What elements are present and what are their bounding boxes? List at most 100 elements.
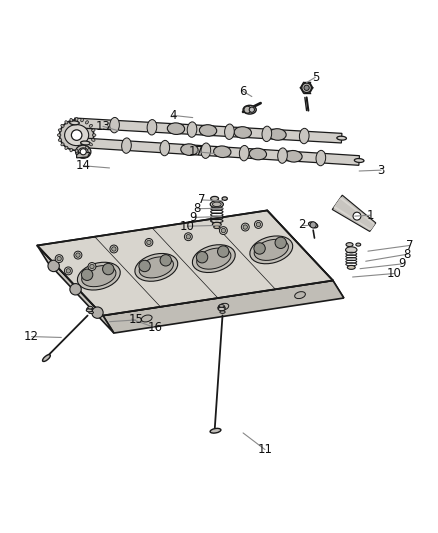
Ellipse shape (308, 222, 318, 228)
Text: 9: 9 (189, 211, 197, 224)
Text: 10: 10 (180, 220, 195, 233)
Ellipse shape (219, 304, 224, 307)
Polygon shape (77, 152, 90, 158)
Ellipse shape (70, 121, 79, 125)
Ellipse shape (89, 143, 92, 146)
Ellipse shape (81, 118, 83, 122)
Circle shape (64, 267, 72, 275)
Ellipse shape (58, 139, 62, 141)
Ellipse shape (197, 248, 231, 269)
Ellipse shape (147, 119, 157, 135)
Ellipse shape (243, 106, 256, 114)
Circle shape (90, 264, 94, 269)
Ellipse shape (218, 303, 229, 310)
Text: 15: 15 (128, 313, 143, 326)
Ellipse shape (250, 236, 293, 264)
Circle shape (70, 284, 81, 295)
Circle shape (254, 243, 265, 254)
Ellipse shape (139, 257, 173, 278)
Ellipse shape (201, 143, 211, 158)
Circle shape (244, 106, 251, 113)
Ellipse shape (211, 197, 219, 201)
Ellipse shape (262, 126, 272, 142)
Circle shape (219, 227, 227, 235)
Circle shape (110, 245, 118, 253)
Circle shape (71, 130, 82, 140)
Ellipse shape (192, 245, 235, 272)
Ellipse shape (87, 308, 93, 311)
Text: 5: 5 (312, 71, 319, 84)
Ellipse shape (222, 197, 227, 200)
Circle shape (102, 263, 114, 275)
Polygon shape (267, 211, 344, 298)
Ellipse shape (302, 83, 311, 93)
Text: 1: 1 (366, 209, 374, 222)
Circle shape (76, 253, 80, 257)
Circle shape (310, 222, 316, 228)
Ellipse shape (58, 129, 62, 132)
Ellipse shape (75, 118, 78, 121)
Circle shape (184, 233, 192, 241)
Ellipse shape (81, 148, 83, 152)
Ellipse shape (356, 243, 361, 246)
Ellipse shape (42, 354, 50, 361)
Ellipse shape (212, 202, 221, 206)
Ellipse shape (75, 145, 91, 158)
Ellipse shape (210, 201, 223, 208)
Ellipse shape (269, 128, 286, 140)
Ellipse shape (346, 243, 353, 247)
Ellipse shape (61, 124, 64, 127)
Ellipse shape (122, 138, 131, 154)
Text: 10: 10 (387, 267, 402, 280)
Polygon shape (335, 199, 374, 229)
Text: 8: 8 (194, 202, 201, 215)
Ellipse shape (88, 311, 94, 313)
Ellipse shape (65, 121, 68, 124)
Ellipse shape (285, 150, 302, 162)
Ellipse shape (212, 222, 221, 227)
Circle shape (196, 252, 208, 263)
Text: 2: 2 (298, 219, 306, 231)
Circle shape (55, 255, 63, 263)
Text: 3: 3 (378, 164, 385, 176)
Text: 9: 9 (398, 257, 406, 270)
Ellipse shape (78, 262, 120, 290)
Circle shape (254, 221, 262, 229)
Ellipse shape (82, 265, 116, 287)
Ellipse shape (234, 127, 251, 138)
Ellipse shape (60, 120, 94, 150)
Text: 11: 11 (258, 443, 272, 456)
Circle shape (160, 255, 171, 266)
Ellipse shape (70, 118, 73, 122)
Ellipse shape (225, 124, 234, 140)
Ellipse shape (65, 146, 68, 149)
Ellipse shape (78, 148, 88, 156)
Ellipse shape (220, 311, 225, 313)
Text: 14: 14 (76, 159, 91, 172)
Ellipse shape (347, 265, 355, 269)
Ellipse shape (218, 306, 225, 310)
Ellipse shape (92, 139, 95, 141)
Ellipse shape (254, 239, 288, 261)
Ellipse shape (300, 128, 309, 144)
Circle shape (74, 251, 82, 259)
Ellipse shape (141, 315, 152, 322)
Ellipse shape (70, 148, 73, 152)
Ellipse shape (278, 148, 287, 163)
Circle shape (147, 240, 151, 245)
Ellipse shape (218, 307, 225, 311)
Circle shape (353, 212, 361, 220)
Polygon shape (37, 211, 333, 316)
Polygon shape (37, 246, 114, 333)
Text: 4: 4 (169, 109, 177, 122)
Ellipse shape (81, 141, 90, 145)
Text: 6: 6 (239, 85, 247, 98)
Ellipse shape (214, 146, 231, 158)
Text: 16: 16 (148, 321, 163, 334)
Circle shape (92, 307, 103, 318)
Text: 12: 12 (24, 330, 39, 343)
Ellipse shape (92, 129, 95, 132)
Circle shape (186, 235, 191, 239)
Text: 7: 7 (198, 193, 205, 206)
Circle shape (145, 238, 153, 246)
